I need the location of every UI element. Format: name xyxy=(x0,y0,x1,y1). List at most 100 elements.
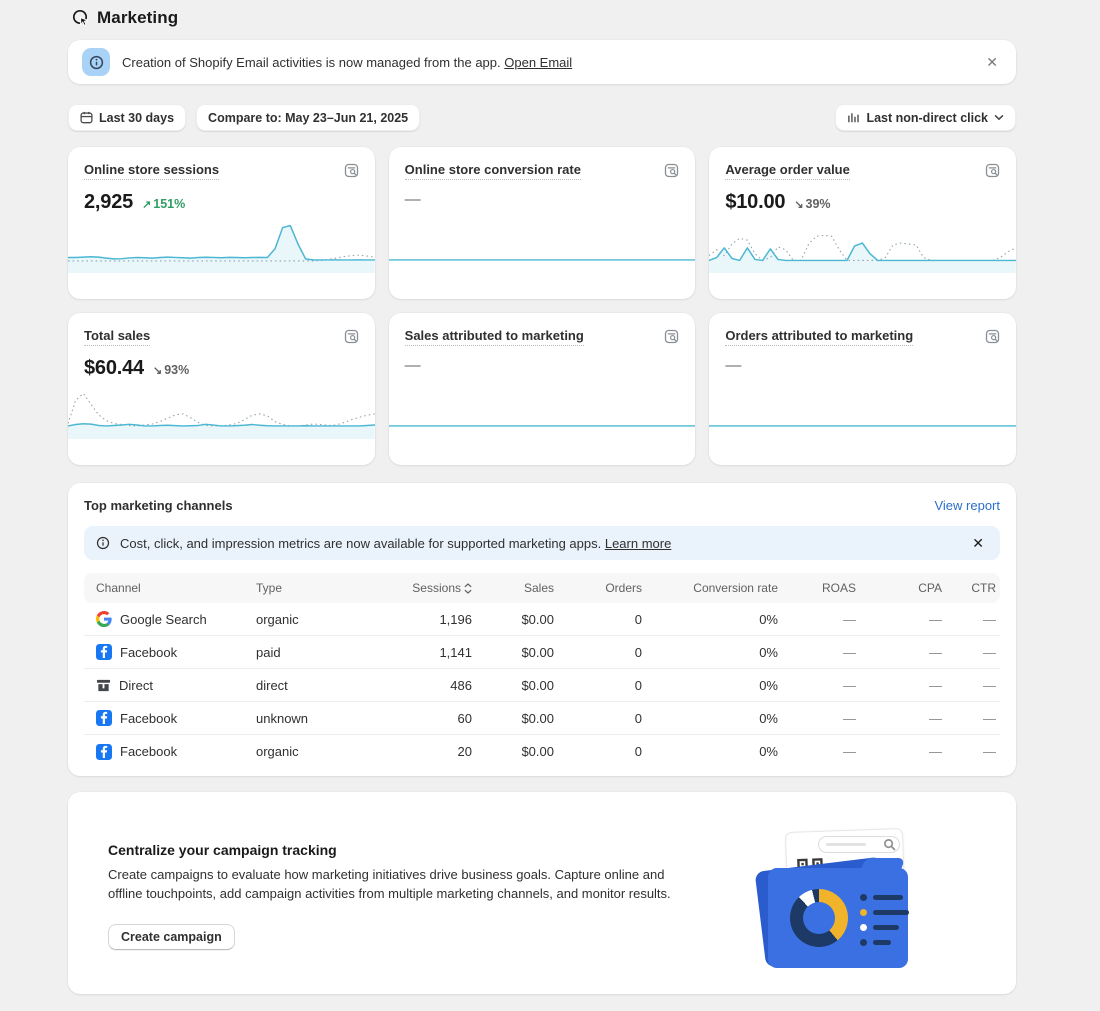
search-bar-illustration xyxy=(818,836,900,853)
direct-icon xyxy=(96,679,111,691)
channel-name: Direct xyxy=(119,677,153,693)
sessions-cell: 1,141 xyxy=(439,644,472,660)
column-header-conversion-rate[interactable]: Conversion rate xyxy=(693,581,778,595)
metric-card-total-sales: Total sales $60.44 ↘ 93% xyxy=(68,313,375,465)
campaign-tracking-card: Centralize your campaign tracking Create… xyxy=(68,792,1016,994)
info-icon xyxy=(96,536,110,550)
metric-card-conversion-rate: Online store conversion rate — xyxy=(388,147,696,299)
table-header-row: Channel Type Sessions Sales Orders Conve… xyxy=(84,573,1000,603)
conversion-cell: 0% xyxy=(759,744,778,759)
column-header-sales[interactable]: Sales xyxy=(523,581,554,595)
view-report-icon[interactable] xyxy=(344,163,359,178)
donut-chart-icon xyxy=(790,889,848,947)
column-header-orders[interactable]: Orders xyxy=(605,581,642,595)
delta-value: 39% xyxy=(805,197,831,211)
campaign-title: Centralize your campaign tracking xyxy=(108,842,337,858)
top-marketing-channels-card: Top marketing channels View report Cost,… xyxy=(68,483,1016,776)
sessions-cell: 1,196 xyxy=(439,611,472,627)
page-header: Marketing xyxy=(68,6,1016,40)
close-icon[interactable]: ✕ xyxy=(982,51,1002,73)
column-header-cpa[interactable]: CPA xyxy=(918,581,942,595)
table-row: Facebook unknown 60 $0.00 0 0% — — — xyxy=(84,702,1000,735)
table-row: Facebook paid 1,141 $0.00 0 0% — — — xyxy=(84,636,1000,669)
metric-title: Sales attributed to marketing xyxy=(404,328,584,346)
view-report-icon[interactable] xyxy=(664,329,679,344)
cpa-cell: — xyxy=(929,710,942,726)
metric-card-orders-attributed: Orders attributed to marketing — xyxy=(709,313,1016,465)
conversion-cell: 0% xyxy=(759,644,778,660)
orders-attributed-sparkline xyxy=(709,425,1016,427)
section-title: Top marketing channels xyxy=(84,498,233,513)
channel-cell: Direct xyxy=(84,678,256,693)
sales-cell: $0.00 xyxy=(521,710,554,726)
metric-value: $60.44 xyxy=(84,357,144,379)
roas-cell: — xyxy=(843,644,856,660)
sales-cell: $0.00 xyxy=(521,611,554,627)
view-report-icon[interactable] xyxy=(344,329,359,344)
orders-cell: 0 xyxy=(634,644,642,660)
sales-cell: $0.00 xyxy=(521,677,554,693)
view-report-link[interactable]: View report xyxy=(934,498,1000,513)
conversion-sparkline xyxy=(388,259,696,261)
search-icon xyxy=(884,839,896,851)
metric-card-average-order-value: Average order value $10.00 ↘ 39% xyxy=(709,147,1016,299)
attribution-model-dropdown[interactable]: Last non-direct click xyxy=(835,104,1016,131)
metrics-info-banner: Cost, click, and impression metrics are … xyxy=(84,526,1000,560)
ctr-cell: — xyxy=(983,744,996,759)
create-campaign-button[interactable]: Create campaign xyxy=(108,923,235,950)
metric-title: Online store conversion rate xyxy=(404,162,581,180)
channel-cell: Google Search xyxy=(84,611,256,627)
cpa-cell: — xyxy=(929,677,942,693)
column-header-sessions[interactable]: Sessions xyxy=(368,581,476,595)
metric-title: Total sales xyxy=(84,328,151,346)
metric-value: — xyxy=(725,357,742,374)
table-row: Google Search organic 1,196 $0.00 0 0% —… xyxy=(84,603,1000,636)
filters-row: Last 30 days Compare to: May 23–Jun 21, … xyxy=(68,104,1016,131)
banner-text: Cost, click, and impression metrics are … xyxy=(120,535,672,551)
open-email-link[interactable]: Open Email xyxy=(504,54,573,70)
table-row: Facebook organic 20 $0.00 0 0% — — — xyxy=(84,735,1000,768)
close-icon[interactable]: ✕ xyxy=(968,532,988,554)
channels-table: Channel Type Sessions Sales Orders Conve… xyxy=(84,573,1000,768)
type-cell: organic xyxy=(256,744,299,759)
metric-value: 2,925 xyxy=(84,191,134,213)
ctr-cell: — xyxy=(983,644,996,660)
learn-more-link[interactable]: Learn more xyxy=(604,535,672,551)
sales-attributed-sparkline xyxy=(388,425,696,427)
folder-icon xyxy=(768,868,909,968)
ctr-cell: — xyxy=(983,611,996,627)
campaign-description: Create campaigns to evaluate how marketi… xyxy=(108,867,671,901)
type-cell: organic xyxy=(256,611,299,627)
channel-name: Facebook xyxy=(120,710,178,726)
chart-legend xyxy=(860,894,909,946)
cpa-cell: — xyxy=(929,611,942,627)
column-header-roas[interactable]: ROAS xyxy=(821,581,856,595)
column-header-ctr[interactable]: CTR xyxy=(971,581,996,595)
column-header-type[interactable]: Type xyxy=(256,581,283,595)
date-range-button[interactable]: Last 30 days xyxy=(68,104,187,131)
ctr-cell: — xyxy=(983,710,996,726)
orders-cell: 0 xyxy=(634,611,642,627)
metric-title: Orders attributed to marketing xyxy=(725,328,914,346)
metric-value: — xyxy=(404,357,421,374)
conversion-cell: 0% xyxy=(759,677,778,693)
channel-cell: Facebook xyxy=(84,743,256,760)
metric-card-sales-attributed: Sales attributed to marketing — xyxy=(388,313,696,465)
view-report-icon[interactable] xyxy=(985,329,1000,344)
compare-to-button[interactable]: Compare to: May 23–Jun 21, 2025 xyxy=(196,104,421,131)
conversion-cell: 0% xyxy=(759,710,778,726)
chevron-down-icon xyxy=(994,115,1004,120)
delta-value: 93% xyxy=(164,363,190,377)
type-cell: direct xyxy=(256,677,288,693)
roas-cell: — xyxy=(843,710,856,726)
view-report-icon[interactable] xyxy=(985,163,1000,178)
cpa-cell: — xyxy=(929,744,942,759)
view-report-icon[interactable] xyxy=(664,163,679,178)
delta-value: 151% xyxy=(153,197,186,211)
channel-cell: Facebook xyxy=(84,644,256,660)
ctr-cell: — xyxy=(983,677,996,693)
facebook-icon xyxy=(96,743,112,760)
trend-down-icon: ↘ xyxy=(794,199,804,211)
column-header-channel[interactable]: Channel xyxy=(96,581,141,595)
metrics-grid: Online store sessions 2,925 ↗ 151% xyxy=(68,147,1016,465)
